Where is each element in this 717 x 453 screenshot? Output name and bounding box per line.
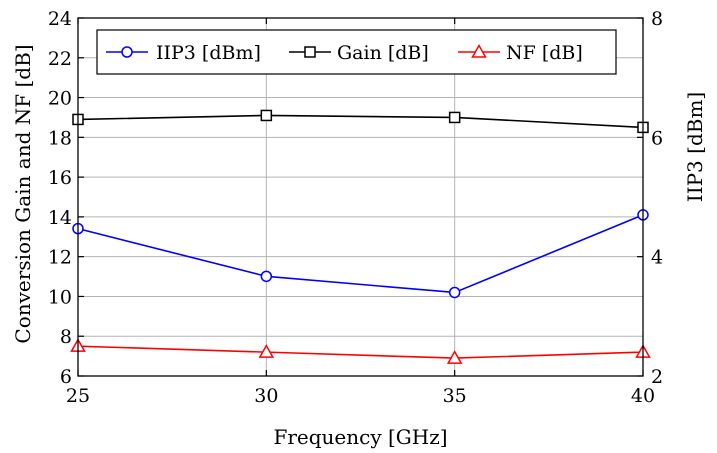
y-left-tick-label: 12 <box>48 247 72 269</box>
series-line-square <box>77 114 644 129</box>
y-axis-right-label: IIP3 [dBm] <box>683 92 707 202</box>
x-axis-label: Frequency [GHz] <box>273 425 447 449</box>
y-left-tick-label: 16 <box>48 167 72 189</box>
y-axis-left-label: Conversion Gain and NF [dB] <box>11 44 35 343</box>
legend: IIP3 [dBm] Gain [dB] NF [dB] <box>96 29 617 75</box>
y-left-tick-label: 22 <box>48 48 72 70</box>
x-tick-label: 30 <box>254 385 278 407</box>
series-layer <box>70 109 651 364</box>
legend-marker-triangle <box>471 43 487 58</box>
y-right-tick-label: 6 <box>651 127 663 149</box>
data-point-square <box>260 109 273 122</box>
plot-frame <box>77 17 644 377</box>
data-point-triangle <box>258 344 275 358</box>
y-left-tick-label: 20 <box>48 88 72 110</box>
y-left-tick-label: 6 <box>60 366 72 388</box>
legend-label-square: Gain [dB] <box>337 42 429 64</box>
y-right-tick-label: 8 <box>651 8 663 30</box>
y-right-tick-label: 4 <box>651 247 663 269</box>
data-point-triangle <box>446 350 463 364</box>
legend-box <box>96 29 617 75</box>
y-right-tick-label: 2 <box>651 366 663 388</box>
y-left-tick-label: 24 <box>48 8 72 30</box>
legend-marker-square <box>304 46 316 58</box>
x-tick-label: 40 <box>631 385 655 407</box>
series-square <box>72 109 649 134</box>
legend-label-circle: IIP3 [dBm] <box>156 42 261 64</box>
y-left-tick-label: 10 <box>48 286 72 308</box>
legend-label-triangle: NF [dB] <box>506 42 583 64</box>
data-point-circle <box>260 270 273 283</box>
y-left-tick-label: 18 <box>48 127 72 149</box>
y-left-tick-label: 8 <box>60 326 72 348</box>
data-point-square <box>448 111 461 124</box>
legend-marker-circle <box>121 46 133 58</box>
x-tick-label: 35 <box>443 385 467 407</box>
series-circle <box>72 209 649 299</box>
data-point-circle <box>448 286 461 299</box>
series-line-triangle <box>77 345 644 359</box>
series-line-circle <box>77 214 644 294</box>
x-tick-label: 25 <box>66 385 90 407</box>
y-left-tick-label: 14 <box>48 207 72 229</box>
series-triangle <box>70 338 651 364</box>
